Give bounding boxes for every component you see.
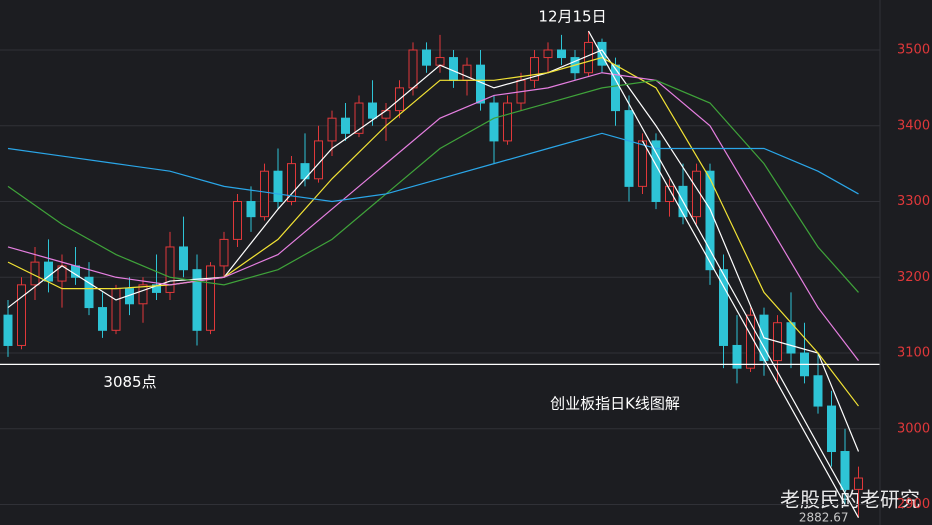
y-tick-label: 3200 (897, 270, 930, 285)
y-tick-label: 3500 (897, 43, 930, 58)
candle-body (597, 41, 607, 66)
candle-body (44, 261, 53, 282)
y-tick-label: 3100 (897, 346, 930, 361)
candle-body (503, 102, 512, 142)
candle-body (705, 170, 715, 271)
y-tick-label: 2900 (897, 497, 930, 512)
candle-body (327, 117, 337, 142)
candle-body (624, 110, 634, 187)
candle-body (557, 49, 566, 59)
candle-body (84, 276, 94, 309)
support-label: 3085点 (103, 373, 156, 391)
candle-body (152, 284, 161, 293)
candle-body (543, 49, 553, 59)
candle-body (368, 102, 377, 119)
candle-body (813, 375, 823, 407)
trend-line (587, 30, 860, 518)
candle-body (732, 344, 742, 369)
candle-body (692, 170, 701, 218)
y-tick-label: 3400 (897, 118, 930, 133)
moving-average-line (7, 132, 859, 203)
candle-body (354, 102, 364, 134)
moving-average-line (7, 49, 860, 452)
candle-body (192, 269, 202, 331)
candle-body (341, 117, 350, 134)
candle-body (827, 405, 836, 453)
peak-label: 12月15日 (538, 8, 606, 26)
low-label: 2882.67 (799, 511, 849, 525)
watermark: 老股民的老研究 (780, 488, 920, 512)
candle-body (98, 307, 107, 331)
moving-average-line (7, 79, 859, 293)
candle-body (476, 64, 485, 104)
candle-body (840, 451, 850, 490)
chart-title: 创业板指日K线图解 (550, 395, 680, 413)
candle-body (638, 140, 647, 187)
candle-body (449, 57, 458, 81)
moving-average-line (7, 56, 859, 407)
candle-body (408, 49, 418, 89)
candle-body (381, 110, 391, 119)
candle-body (138, 284, 148, 305)
candle-body (786, 322, 796, 354)
candle-body (854, 477, 863, 490)
candle-body (489, 102, 499, 142)
candle-body (179, 246, 188, 271)
candle-body (665, 185, 674, 203)
candle-body (165, 246, 175, 293)
candle-body (273, 170, 283, 203)
candle-body (3, 314, 13, 346)
candle-body (287, 163, 296, 203)
candle-body (219, 238, 229, 267)
candle-body (246, 201, 256, 218)
candle-body (260, 170, 269, 218)
candle-body (111, 288, 121, 331)
candle-body (233, 201, 242, 240)
y-tick-label: 3000 (897, 421, 930, 436)
candle-body (719, 269, 728, 346)
candle-body (17, 284, 26, 346)
trend-line (641, 140, 846, 505)
moving-average-line (7, 72, 859, 361)
candle-body (530, 57, 539, 81)
candle-body (584, 41, 593, 74)
candle-body (422, 49, 431, 66)
candle-body (435, 57, 445, 66)
y-tick-label: 3300 (897, 194, 930, 209)
candle-body (206, 265, 215, 331)
